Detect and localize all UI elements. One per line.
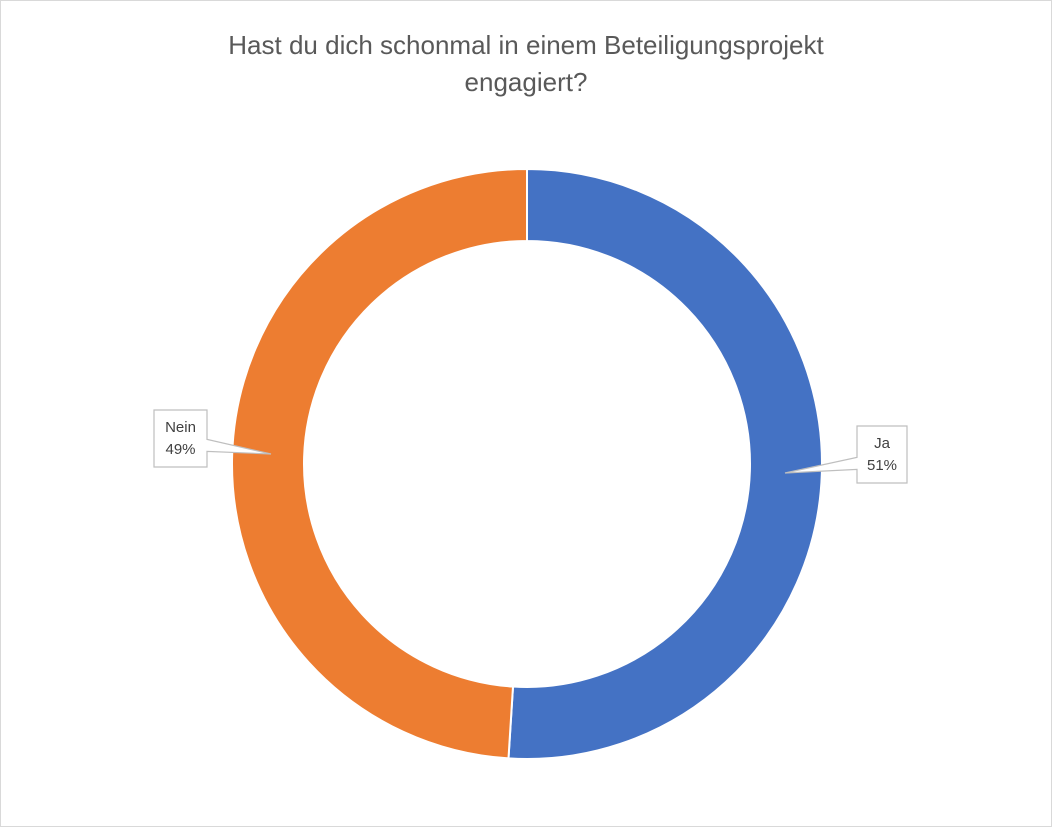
data-label-category: Ja	[874, 435, 891, 452]
chart-title: Hast du dich schonmal in einem Beteiligu…	[1, 27, 1051, 101]
data-label-value: 49%	[165, 441, 195, 458]
data-label-category: Nein	[165, 419, 196, 436]
data-label-ja: Ja 51%	[784, 425, 908, 484]
chart-title-line-1: Hast du dich schonmal in einem Beteiligu…	[228, 30, 824, 60]
chart-title-line-2: engagiert?	[464, 67, 588, 97]
data-label-value: 51%	[867, 457, 897, 474]
callout-box	[153, 409, 272, 468]
data-label-nein: Nein 49%	[153, 409, 272, 468]
callout-box	[784, 425, 908, 484]
slice-nein	[231, 167, 528, 760]
slice-ja	[507, 167, 823, 760]
